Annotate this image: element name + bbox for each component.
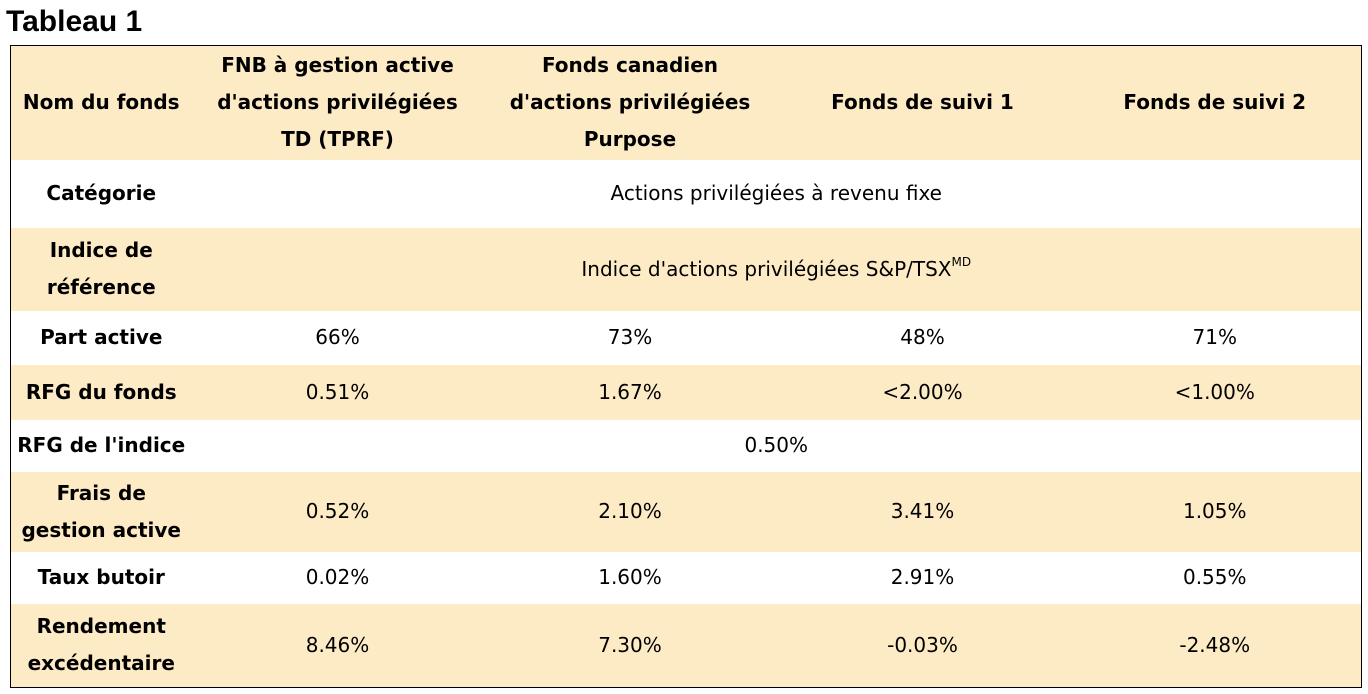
row-label-rfg-fonds: RFG du fonds: [10, 364, 192, 420]
cell-frais-2: 2.10%: [483, 471, 777, 552]
header-row: Nom du fonds FNB à gestion active d'acti…: [10, 45, 1362, 160]
cell-rfg-fonds-1: 0.51%: [191, 364, 484, 420]
row-label-frais: Frais de gestion active: [10, 471, 192, 552]
cell-categorie: Actions privilégiées à revenu fixe: [191, 159, 1362, 228]
header-td-tprf-line1: FNB à gestion active: [221, 53, 454, 78]
table-row-categorie: Catégorie Actions privilégiées à revenu …: [10, 159, 1362, 228]
row-label-indice: Indice de référence: [10, 227, 192, 311]
cell-indice-text: Indice d'actions privilégiées S&P/TSX: [581, 256, 952, 281]
cell-frais-1: 0.52%: [191, 471, 484, 552]
row-label-frais-line1: Frais de: [56, 480, 146, 505]
cell-frais-4: 1.05%: [1068, 471, 1362, 552]
cell-part-active-4: 71%: [1068, 310, 1362, 365]
header-fund-name: Nom du fonds: [10, 45, 192, 160]
row-label-part-active: Part active: [10, 310, 192, 365]
header-tracker-1: Fonds de suivi 1: [776, 45, 1069, 160]
cell-taux-3: 2.91%: [776, 551, 1069, 604]
header-purpose-line1: Fonds canadien: [541, 53, 719, 78]
table-row-rfg-fonds: RFG du fonds 0.51% 1.67% <2.00% <1.00%: [10, 364, 1362, 420]
row-label-categorie: Catégorie: [10, 159, 192, 228]
row-label-rendement-line1: Rendement: [36, 614, 166, 639]
cell-taux-2: 1.60%: [483, 551, 777, 604]
cell-rfg-fonds-3: <2.00%: [776, 364, 1069, 420]
header-td-tprf-line3: TD (TPRF): [281, 127, 394, 152]
cell-rendement-3: -0.03%: [776, 603, 1069, 688]
table-row-indice: Indice de référence Indice d'actions pri…: [10, 227, 1362, 311]
table-row-frais: Frais de gestion active 0.52% 2.10% 3.41…: [10, 471, 1362, 552]
row-label-frais-line2: gestion active: [21, 517, 181, 542]
cell-taux-4: 0.55%: [1068, 551, 1362, 604]
cell-part-active-3: 48%: [776, 310, 1069, 365]
cell-rfg-fonds-4: <1.00%: [1068, 364, 1362, 420]
cell-indice-sup: MD: [951, 254, 972, 269]
cell-part-active-1: 66%: [191, 310, 484, 365]
cell-rendement-2: 7.30%: [483, 603, 777, 688]
row-label-indice-line1: Indice de: [49, 238, 153, 262]
header-tracker-2: Fonds de suivi 2: [1068, 45, 1362, 160]
row-label-indice-line2: référence: [46, 275, 156, 299]
table-row-part-active: Part active 66% 73% 48% 71%: [10, 310, 1362, 365]
fund-comparison-table: Nom du fonds FNB à gestion active d'acti…: [10, 45, 1362, 688]
cell-rendement-4: -2.48%: [1068, 603, 1362, 688]
header-purpose-line3: Purpose: [583, 127, 677, 152]
cell-taux-1: 0.02%: [191, 551, 484, 604]
cell-rfg-indice: 0.50%: [191, 419, 1362, 472]
table-row-rfg-indice: RFG de l'indice 0.50%: [10, 419, 1362, 472]
row-label-rendement-line2: excédentaire: [27, 651, 175, 676]
cell-indice: Indice d'actions privilégiées S&P/TSXMD: [191, 227, 1362, 311]
cell-rendement-1: 8.46%: [191, 603, 484, 688]
row-label-rendement: Rendement excédentaire: [10, 603, 192, 688]
table-row-rendement: Rendement excédentaire 8.46% 7.30% -0.03…: [10, 603, 1362, 688]
header-purpose: Fonds canadien d'actions privilégiées Pu…: [483, 45, 777, 160]
row-label-rfg-indice: RFG de l'indice: [10, 419, 192, 472]
header-td-tprf: FNB à gestion active d'actions privilégi…: [191, 45, 484, 160]
table-title: Tableau 1: [6, 5, 143, 38]
cell-frais-3: 3.41%: [776, 471, 1069, 552]
table-row-taux: Taux butoir 0.02% 1.60% 2.91% 0.55%: [10, 551, 1362, 604]
cell-rfg-fonds-2: 1.67%: [483, 364, 777, 420]
cell-part-active-2: 73%: [483, 310, 777, 365]
header-td-tprf-line2: d'actions privilégiées: [217, 90, 458, 115]
header-purpose-line2: d'actions privilégiées: [509, 90, 751, 115]
row-label-taux: Taux butoir: [10, 551, 192, 604]
